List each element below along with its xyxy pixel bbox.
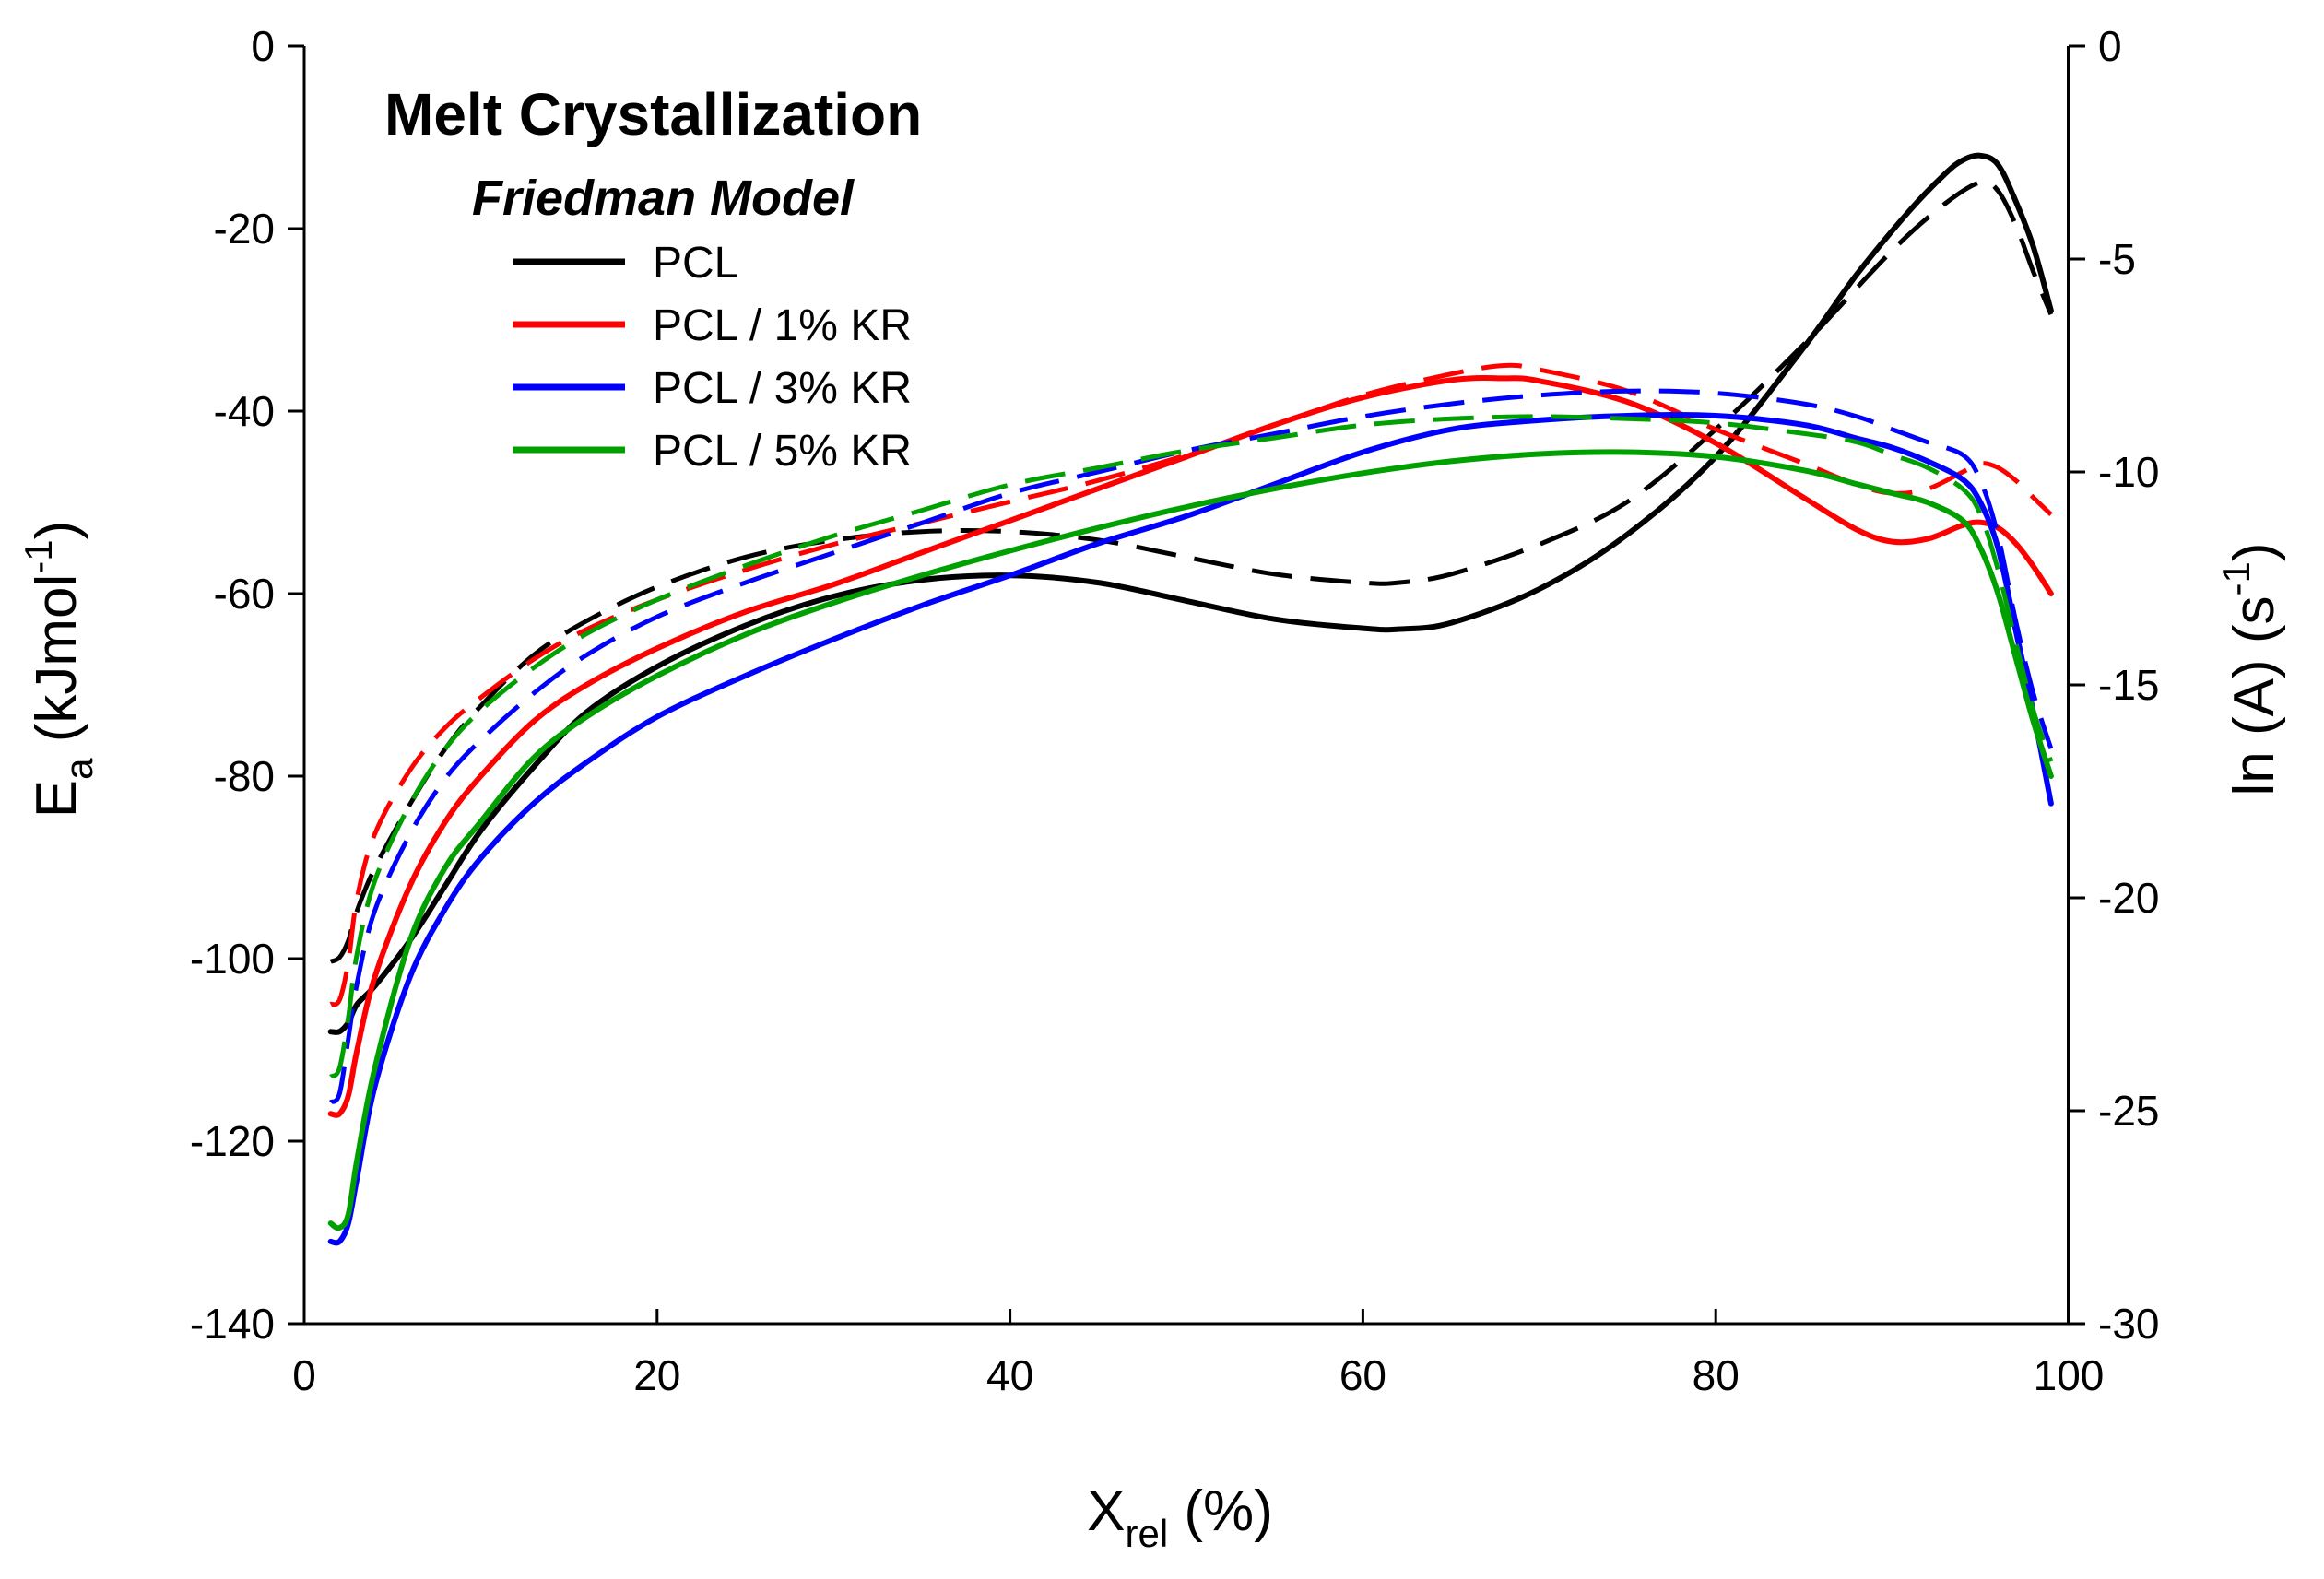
series-pcl-1-kr-ea-line: [327, 375, 2054, 1118]
curves-layer: [327, 152, 2054, 1246]
y-left-tick-label: -120: [190, 1117, 275, 1165]
x-axis-title-sub: rel: [1126, 1512, 1169, 1555]
legend-label: PCL: [653, 239, 738, 288]
legend-label: PCL / 3% KR: [653, 364, 912, 413]
y-left-axis-title-tail: ): [25, 521, 88, 540]
x-tick-label: 40: [986, 1351, 1033, 1399]
x-tick-label: 100: [2034, 1351, 2105, 1399]
y-right-axis-title-sup: -1: [2214, 561, 2258, 595]
y-right-tick-label: -5: [2098, 235, 2136, 283]
y-left-tick-label: -20: [214, 205, 275, 253]
y-right-axis-title-main: ln (A) (s: [2223, 596, 2286, 796]
y-right-tick-label: -30: [2098, 1300, 2159, 1348]
x-tick-label: 0: [292, 1351, 316, 1399]
series-pcl-ea-line: [327, 152, 2054, 1035]
y-left-axis-title-mid: (kJmol: [25, 574, 88, 759]
series-pcl-5-kr-ea-line: [327, 449, 2054, 1231]
y-left-axis-title-sup: -1: [17, 539, 60, 573]
y-right-tick-label: -10: [2098, 448, 2159, 496]
y-right-tick-label: 0: [2098, 22, 2122, 70]
x-tick-label: 80: [1693, 1351, 1740, 1399]
x-axis-title: Xrel (%): [1087, 1479, 1273, 1555]
chart-subtitle: Friedman Model: [472, 171, 855, 226]
ticks-layer: 0 20 40 60 80 100 0 -20 -40 -60 -80 -100 -120 -140 0 -5…: [190, 22, 2160, 1399]
y-right-axis-title: ln (A) (s-1): [2214, 542, 2286, 795]
y-right-tick-label: -20: [2098, 874, 2159, 922]
series-pcl-5-kr-lnA-line: [328, 414, 2054, 1079]
legend: PCL PCL / 1% KR PCL / 3% KR PCL / 5% KR: [513, 239, 912, 476]
y-left-tick-label: -80: [214, 752, 275, 800]
x-axis-title-main: X: [1087, 1479, 1125, 1543]
y-left-tick-label: -100: [190, 935, 275, 983]
y-left-axis-title-sub: a: [57, 758, 100, 780]
series-pcl-3-kr-ea-line: [327, 412, 2054, 1246]
y-right-tick-label: -25: [2098, 1087, 2159, 1135]
y-right-axis-title-tail: ): [2223, 542, 2286, 561]
x-tick-label: 20: [633, 1351, 680, 1399]
legend-label: PCL / 1% KR: [653, 301, 912, 350]
chart-title: Melt Crystallization: [384, 81, 922, 147]
y-left-tick-label: 0: [251, 22, 275, 70]
y-left-axis-title-main: E: [25, 780, 88, 818]
series-pcl-lnA-line: [329, 179, 2054, 964]
y-right-tick-label: -15: [2098, 661, 2159, 709]
y-left-tick-label: -140: [190, 1300, 275, 1348]
y-left-tick-label: -60: [214, 570, 275, 618]
legend-label: PCL / 5% KR: [653, 427, 912, 476]
y-left-tick-label: -40: [214, 387, 275, 435]
y-left-axis-title: Ea (kJmol-1): [17, 521, 100, 819]
x-axis-title-tail: (%): [1168, 1479, 1273, 1543]
x-tick-label: 60: [1339, 1351, 1386, 1399]
